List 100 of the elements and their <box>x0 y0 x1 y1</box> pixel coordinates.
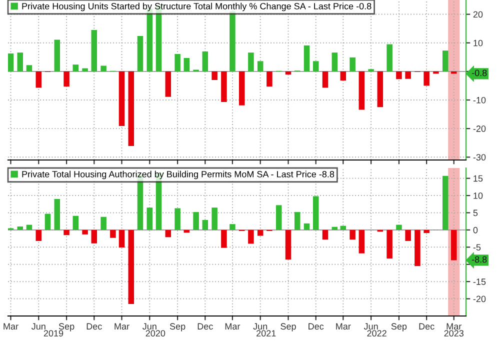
bar <box>358 71 365 110</box>
bar <box>64 230 70 236</box>
y-tick-label: -15 <box>473 278 486 285</box>
x-tick-label: Dec <box>86 323 102 330</box>
x2-tick-label: 2022 <box>367 330 386 337</box>
bar <box>82 230 88 234</box>
text: -0.8 <box>472 70 487 76</box>
bar <box>294 212 300 230</box>
bar <box>110 230 116 238</box>
bar <box>442 176 448 230</box>
bar <box>221 230 227 248</box>
x-tick-label: Dec <box>419 323 434 330</box>
y-tick-label: 5 <box>473 210 478 216</box>
x2-tick-label: 2019 <box>44 330 64 337</box>
bar <box>17 52 24 72</box>
bar <box>54 198 60 230</box>
bar <box>450 230 457 260</box>
bar <box>72 216 79 230</box>
bar <box>285 230 292 260</box>
bar <box>322 230 328 240</box>
bar <box>72 64 79 72</box>
bar <box>396 224 402 230</box>
bar <box>193 212 199 230</box>
bar <box>8 53 14 72</box>
bar <box>118 71 125 126</box>
bar <box>184 58 190 72</box>
bar <box>174 54 180 72</box>
legend-label: Private Total Housing Authorized by Building Permits MoM SA - Last Price -8.8 <box>22 170 334 180</box>
bar <box>36 71 42 88</box>
x-tick-label: Sep <box>280 323 296 332</box>
y-tick-label: 10 <box>474 192 483 199</box>
bar <box>358 230 365 254</box>
bar <box>17 226 24 230</box>
bar <box>285 71 292 75</box>
bar <box>36 230 42 241</box>
bar <box>340 226 346 230</box>
bar <box>312 196 319 230</box>
x-tick-label: Sep <box>170 323 186 332</box>
bar <box>146 208 153 230</box>
bar <box>26 65 32 72</box>
y-tick-label: 15 <box>474 175 483 182</box>
y-tick-label: -30 <box>473 154 486 161</box>
bar <box>257 230 264 236</box>
bar <box>257 61 264 72</box>
bar <box>137 36 144 72</box>
bar <box>377 71 384 108</box>
text: -8.8 <box>472 256 487 263</box>
x-tick-label: Sep <box>58 323 74 332</box>
y-tick-label: -5 <box>473 244 481 251</box>
y-tick-label: 0 <box>473 226 478 234</box>
bar <box>332 52 338 72</box>
bar <box>212 208 218 230</box>
bar <box>350 57 356 72</box>
bar <box>304 45 310 72</box>
x-tick-label: Mar <box>336 323 351 330</box>
y-tick-label: -20 <box>473 126 486 132</box>
bar <box>396 71 402 80</box>
bar <box>276 205 282 230</box>
bar <box>424 230 430 234</box>
x-tick-label: Mar <box>225 323 240 330</box>
bar <box>304 223 310 230</box>
bar <box>54 40 60 72</box>
bar <box>128 230 134 304</box>
bar <box>221 71 227 102</box>
y-tick-label: -20 <box>473 296 486 302</box>
bar <box>340 71 346 81</box>
bar <box>128 71 134 146</box>
bar <box>230 224 236 230</box>
x-tick-label: Mar <box>446 323 462 330</box>
bar <box>212 71 218 80</box>
bar <box>405 230 411 241</box>
x-tick-label: Jun <box>142 323 156 330</box>
bar <box>91 30 98 72</box>
bar <box>100 216 106 230</box>
bar <box>165 71 172 97</box>
bar <box>44 214 51 230</box>
bar <box>350 230 356 240</box>
x-tick-label: Mar <box>4 323 18 330</box>
bar <box>26 224 32 230</box>
bar <box>424 71 430 86</box>
x-tick-label: Dec <box>308 323 324 330</box>
bar <box>433 71 439 74</box>
bar <box>266 71 272 87</box>
bar <box>442 50 448 72</box>
x-tick-label: Jun <box>32 323 46 330</box>
bar <box>202 220 208 230</box>
bar <box>405 71 411 79</box>
bar <box>82 68 88 72</box>
bar <box>386 44 392 72</box>
x-tick-label: Sep <box>391 323 407 332</box>
bar <box>174 208 180 230</box>
bar <box>248 230 254 244</box>
x2-tick-label: 2023 <box>444 330 464 337</box>
bar <box>100 66 106 72</box>
bar <box>202 51 208 72</box>
legend-label: Private Housing Units Started by Structure Total Monthly % Change SA - Last Price -0.8 <box>22 2 372 12</box>
x-tick-label: Dec <box>198 323 213 330</box>
x-tick-label: Mar <box>114 323 130 330</box>
bar <box>118 230 125 248</box>
x2-tick-label: 2020 <box>146 330 166 337</box>
